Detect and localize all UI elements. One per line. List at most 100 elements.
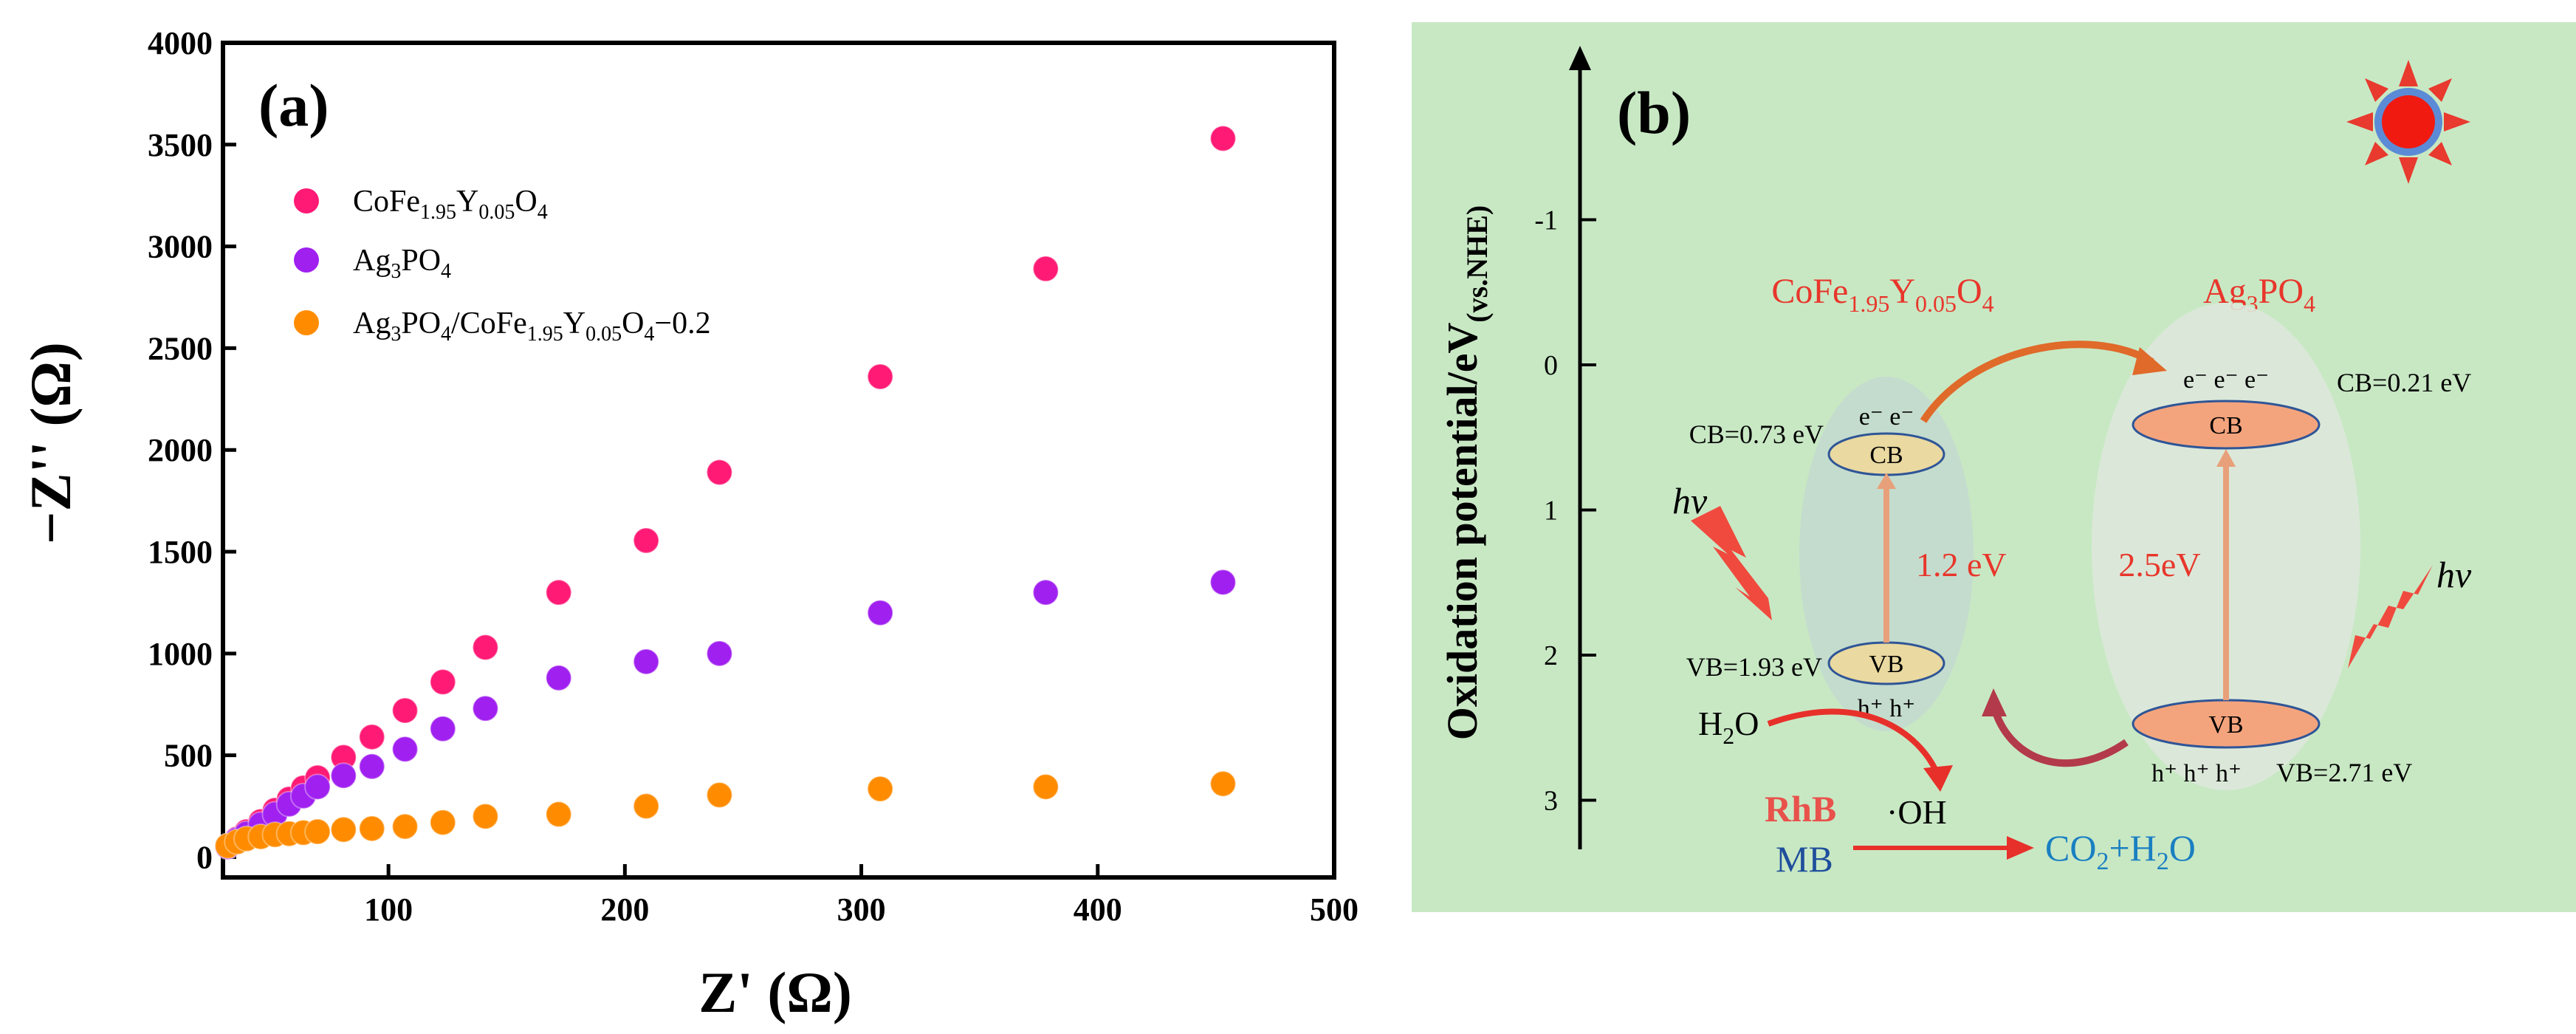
light-bolt-left-icon	[1691, 506, 1772, 620]
data-point-series-2	[304, 818, 332, 845]
data-point-series-1	[429, 715, 456, 742]
data-point-series-0	[472, 634, 499, 661]
cofe-electrons: e⁻ e⁻	[1859, 403, 1914, 431]
cofe-vb-potential: VB=1.93 eV	[1686, 652, 1822, 682]
hydroxyl-radical: ·OH	[1886, 793, 1947, 831]
band-diagram: -1 0 1 2 3 Oxidation potential/eV(vs.NHE) (b…	[1412, 22, 2576, 912]
data-point-series-1	[867, 599, 894, 626]
light-bolt-right-icon	[2348, 565, 2433, 668]
y-tick-label: 2500	[148, 330, 213, 366]
data-point-series-1	[1209, 569, 1237, 596]
x-tick-label: 100	[364, 891, 413, 928]
y-tick-label: 4000	[148, 25, 213, 61]
cofe-excitation-arrowhead	[1877, 473, 1896, 489]
ag3po4-vb-label: VB	[2208, 711, 2243, 739]
dye-rhb: RhB	[1765, 788, 1836, 829]
potential-ticks: -1 0 1 2 3	[1534, 205, 1596, 817]
oxidation-arrow	[1767, 708, 1941, 777]
legend-label-cofe: CoFe1.95Y0.05O4	[353, 185, 548, 224]
ag3po4-electrons: e⁻ e⁻ e⁻	[2183, 366, 2269, 394]
data-point-series-0	[545, 579, 572, 606]
potential-axis-title: Oxidation potential/eV(vs.NHE)	[1438, 205, 1494, 740]
data-point-series-0	[633, 527, 660, 554]
data-point-series-2	[867, 776, 894, 803]
electron-transfer-arrowhead	[2132, 347, 2167, 375]
legend-label-composite: Ag3PO4/CoFe1.95Y0.05O4−0.2	[353, 307, 711, 346]
cofe-cb-potential: CB=0.73 eV	[1689, 420, 1824, 449]
y-tick-label: 500	[164, 738, 213, 774]
data-points	[214, 125, 1237, 860]
hole-transfer-arrow	[1990, 704, 2129, 767]
data-point-series-2	[429, 809, 456, 836]
data-point-series-2	[545, 801, 572, 828]
panel-label-a: (a)	[258, 72, 329, 139]
data-point-series-1	[304, 773, 332, 801]
y-tick-label: 2000	[148, 432, 213, 468]
impedance-chart: 100 200 300 400 500 0 500 1000 1500 2000 2500 3000 3…	[18, 25, 1359, 1024]
hole-transfer-arrowhead	[1982, 688, 2007, 716]
y-tick-label: 1500	[148, 534, 213, 570]
data-point-series-1	[472, 695, 499, 722]
ag3po4-cb-potential: CB=0.21 eV	[2337, 368, 2471, 397]
legend-marker-composite	[294, 310, 319, 335]
data-point-series-1	[633, 648, 660, 675]
dye-mb: MB	[1776, 838, 1833, 880]
legend-marker-cofe	[294, 188, 319, 213]
degradation-products: CO2+H2O	[2045, 827, 2196, 875]
diagram-background	[1412, 22, 2576, 912]
potential-tick-label: 3	[1544, 786, 1558, 817]
ag3po4-holes: h⁺ h⁺ h⁺	[2151, 760, 2242, 787]
data-point-series-1	[706, 640, 733, 667]
sun-icon	[2346, 60, 2470, 184]
data-point-series-2	[1032, 773, 1059, 801]
data-point-series-1	[1032, 579, 1059, 606]
x-axis-title: Z' (Ω)	[698, 960, 852, 1024]
data-point-series-0	[358, 723, 385, 750]
data-point-series-2	[633, 792, 660, 820]
data-point-series-2	[472, 803, 499, 830]
axis-ticks: 100 200 300 400 500 0 500 1000 1500 2000 2500 3000 3…	[148, 25, 1359, 928]
legend-marker-ag3po4	[294, 247, 319, 273]
y-tick-label: 3000	[148, 229, 213, 265]
ag3po4-bandgap: 2.5eV	[2118, 546, 2200, 583]
y-tick-label: 0	[196, 839, 213, 875]
oxidation-arrowhead	[1923, 765, 1953, 792]
data-point-series-2	[330, 816, 357, 843]
potential-tick-label: -1	[1534, 205, 1558, 236]
ag3po4-vb-potential: VB=2.71 eV	[2276, 758, 2412, 787]
y-tick-label: 1000	[148, 636, 213, 672]
x-tick-label: 400	[1074, 891, 1122, 928]
potential-axis-arrowhead	[1569, 46, 1591, 70]
cofe-vb-label: VB	[1869, 651, 1903, 678]
y-tick-label: 3500	[148, 127, 213, 163]
semiconductor-cofe-label: CoFe1.95Y0.05O4	[1771, 272, 1993, 317]
potential-tick-label: 0	[1544, 350, 1558, 381]
degradation-arrowhead	[2007, 836, 2034, 860]
plot-frame	[221, 41, 1336, 880]
x-tick-label: 200	[600, 891, 649, 928]
cofe-cb-label: CB	[1869, 442, 1903, 469]
data-point-series-2	[391, 813, 419, 840]
data-point-series-0	[391, 697, 419, 724]
legend-label-ag3po4: Ag3PO4	[353, 244, 451, 283]
data-point-series-1	[545, 664, 572, 691]
ag3po4-excitation-arrowhead	[2216, 449, 2236, 467]
data-point-series-1	[358, 753, 385, 780]
data-point-series-2	[706, 781, 733, 809]
data-point-series-0	[429, 668, 456, 696]
data-point-series-2	[358, 815, 385, 842]
potential-tick-label: 1	[1544, 496, 1558, 527]
data-point-series-2	[1209, 770, 1237, 798]
data-point-series-0	[1209, 125, 1237, 152]
x-tick-label: 500	[1310, 891, 1359, 928]
data-point-series-0	[867, 363, 894, 390]
ag3po4-cb	[2132, 400, 2321, 450]
ag3po4-cb-label: CB	[2209, 412, 2242, 439]
data-point-series-1	[330, 762, 357, 790]
data-point-series-0	[706, 459, 733, 486]
legend: CoFe1.95Y0.05O4 Ag3PO4 Ag3PO4/CoFe1.95Y0…	[294, 185, 711, 346]
panel-label-b: (b)	[1617, 79, 1691, 146]
potential-tick-label: 2	[1544, 640, 1558, 671]
x-tick-label: 300	[837, 891, 886, 928]
